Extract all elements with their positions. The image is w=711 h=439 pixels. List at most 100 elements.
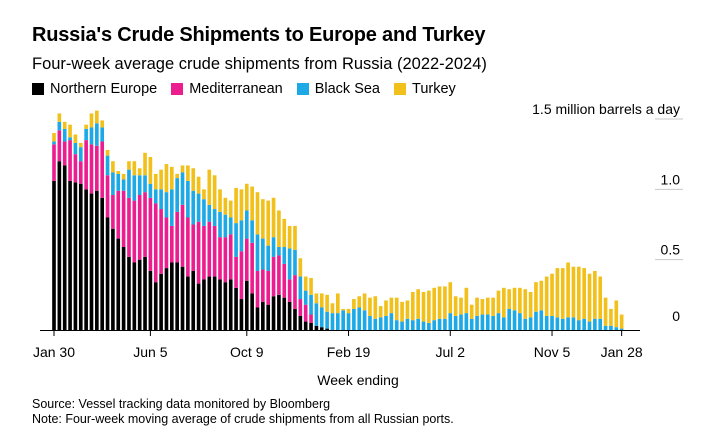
bar-mediterranean [223,237,228,283]
bar-turkey [169,166,174,190]
bar-turkey [523,289,528,319]
bar-turkey [293,225,297,250]
bar-black-sea [534,311,538,330]
bar-northern-europe [212,276,217,330]
bar-northern-europe [132,262,137,330]
bar-northern-europe [293,308,297,330]
legend-item-mediterranean: Mediterranean [171,81,283,97]
bar-northern-europe [196,283,201,330]
bar-mediterranean [261,269,265,302]
bar-mediterranean [207,221,212,277]
bar-mediterranean [293,275,297,309]
bar-black-sea [598,318,603,330]
bar-black-sea [175,178,179,212]
bar-black-sea [223,214,228,238]
bar-black-sea [582,318,586,330]
bar-northern-europe [175,262,179,330]
bars [52,110,624,330]
bar-turkey [175,173,179,179]
bar-turkey [121,173,126,180]
bar-turkey [116,171,121,174]
bar-northern-europe [207,276,212,330]
bar-northern-europe [62,165,67,330]
bar-black-sea [218,211,222,238]
bar-northern-europe [95,190,99,330]
bar-black-sea [368,315,372,330]
bar-turkey [362,293,367,311]
bar-turkey [282,218,287,248]
bar-turkey [100,120,105,128]
legend-swatch-turkey [394,83,406,95]
bar-turkey [346,308,351,314]
bar-turkey [319,293,324,308]
bar-turkey [528,292,533,318]
bar-black-sea [180,172,185,205]
bar-black-sea [619,328,624,330]
bar-turkey [132,161,137,176]
x-tick-label: Jun 5 [133,344,167,360]
legend: Northern Europe Mediterranean Black Sea … [32,81,470,97]
bar-black-sea [389,313,394,330]
bar-northern-europe [186,276,190,330]
bar-black-sea [352,308,356,330]
legend-label-mediterranean: Mediterranean [189,81,283,97]
bar-northern-europe [319,327,324,330]
bar-black-sea [443,318,447,330]
bar-mediterranean [62,141,67,166]
bar-black-sea [448,313,453,330]
bar-northern-europe [121,247,126,330]
legend-label-turkey: Turkey [412,81,456,97]
bar-turkey [127,161,131,170]
bar-black-sea [186,180,190,218]
bar-northern-europe [255,307,260,330]
bar-black-sea [255,234,260,271]
bar-black-sea [73,142,78,155]
bar-mediterranean [212,225,217,277]
bar-turkey [384,300,388,316]
bar-turkey [207,169,212,205]
bar-turkey [619,314,624,329]
bar-northern-europe [127,256,131,330]
bar-turkey [212,175,217,210]
bar-turkey [593,270,597,319]
chart-subtitle: Four-week average crude shipments from R… [32,55,487,73]
legend-item-northern-europe: Northern Europe [32,81,157,97]
bar-northern-europe [159,273,163,330]
bar-mediterranean [95,145,99,191]
bar-black-sea [603,325,608,330]
bar-black-sea [550,315,554,330]
bar-turkey [550,273,554,316]
bar-turkey [437,286,442,319]
bar-black-sea [116,173,121,191]
bar-black-sea [405,318,410,330]
methodology-note: Note: Four-week moving average of crude … [32,412,454,426]
bar-turkey [95,110,99,124]
bar-turkey [341,308,345,311]
bar-northern-europe [234,287,238,330]
bar-turkey [357,296,362,308]
bar-mediterranean [282,263,287,298]
bar-mediterranean [277,255,281,295]
bar-turkey [218,189,222,212]
bar-turkey [266,200,271,246]
bar-turkey [164,164,169,193]
bar-turkey [496,290,501,314]
bar-mediterranean [180,204,185,267]
bar-turkey [223,197,228,215]
bar-black-sea [287,248,292,280]
bar-northern-europe [148,270,153,330]
bar-mediterranean [137,194,142,260]
bar-black-sea [153,189,158,204]
bar-turkey [410,292,415,321]
bar-turkey [287,225,292,249]
bar-black-sea [282,247,287,264]
bar-black-sea [105,155,110,176]
bar-black-sea [191,190,196,225]
gridlines [655,118,683,261]
bar-northern-europe [100,197,105,330]
bar-turkey [427,290,431,323]
bar-turkey [228,200,233,218]
bar-black-sea [234,223,238,257]
bar-northern-europe [89,193,94,330]
bar-northern-europe [250,293,254,330]
